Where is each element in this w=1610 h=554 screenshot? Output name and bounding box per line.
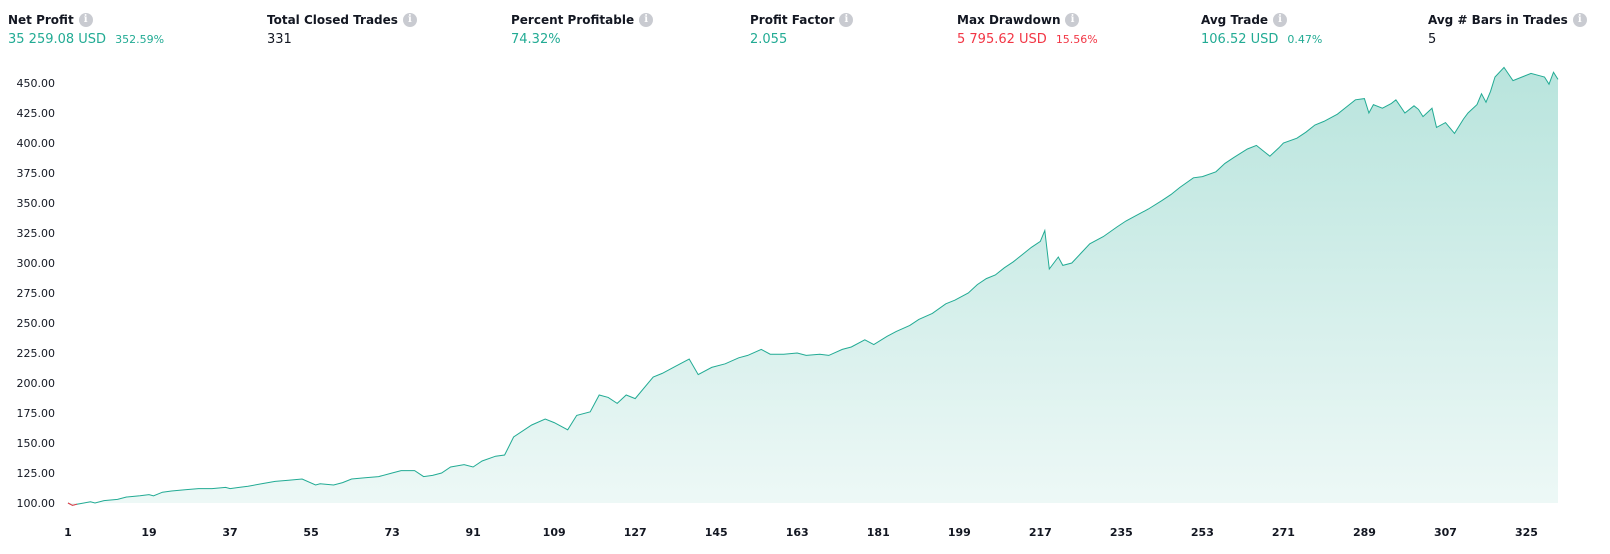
y-axis: 100.00 125.00 150.00 175.00 200.00 225.00 250.… bbox=[17, 77, 56, 510]
info-icon[interactable]: i bbox=[1273, 13, 1288, 27]
stat-value: 2.055 bbox=[750, 32, 788, 47]
y-tick-label: 225.00 bbox=[17, 347, 56, 360]
y-tick-label: 100.00 bbox=[17, 497, 56, 510]
equity-negative-segment bbox=[67, 502, 78, 506]
stat-label: Profit Factor bbox=[750, 13, 835, 27]
stat-percent: 0.47% bbox=[1287, 33, 1323, 46]
info-icon[interactable]: i bbox=[402, 13, 417, 27]
x-tick-label: 253 bbox=[1191, 526, 1214, 539]
y-tick-label: 450.00 bbox=[17, 77, 56, 90]
stats-bar: Net Profit i 35 259.08 USD 352.59% Total C… bbox=[0, 0, 1610, 60]
info-icon[interactable]: i bbox=[639, 13, 654, 27]
y-tick-label: 375.00 bbox=[17, 167, 56, 180]
stat-value: 74.32% bbox=[511, 32, 561, 47]
x-tick-label: 109 bbox=[543, 526, 566, 539]
y-tick-label: 325.00 bbox=[17, 227, 56, 240]
y-tick-label: 150.00 bbox=[17, 437, 56, 450]
y-tick-label: 400.00 bbox=[17, 137, 56, 150]
x-tick-label: 163 bbox=[786, 526, 809, 539]
x-tick-label: 181 bbox=[867, 526, 890, 539]
x-tick-label: 307 bbox=[1434, 526, 1457, 539]
stat-value: 5 bbox=[1428, 32, 1437, 47]
equity-line bbox=[67, 66, 1559, 506]
x-tick-label: 271 bbox=[1272, 526, 1295, 539]
x-tick-label: 73 bbox=[384, 526, 399, 539]
x-tick-label: 91 bbox=[465, 526, 480, 539]
x-tick-label: 55 bbox=[303, 526, 318, 539]
x-tick-label: 289 bbox=[1353, 526, 1376, 539]
x-tick-label: 325 bbox=[1515, 526, 1538, 539]
stat-percent: 15.56% bbox=[1055, 33, 1098, 46]
y-tick-label: 125.00 bbox=[17, 467, 56, 480]
x-tick-label: 37 bbox=[222, 526, 237, 539]
stat-percent-profitable: Percent Profitable i 74.32% bbox=[511, 12, 654, 50]
x-axis: 1 19 37 55 73 91 109 127 145 163 181 199 217 235 253 27… bbox=[64, 526, 1538, 539]
info-icon[interactable]: i bbox=[78, 13, 93, 27]
stat-total-closed-trades: Total Closed Trades i 331 bbox=[267, 12, 417, 50]
stat-label: Avg Trade bbox=[1201, 13, 1269, 27]
stat-avg-trade: Avg Trade i 106.52 USD 0.47% bbox=[1201, 12, 1322, 50]
y-tick-label: 275.00 bbox=[17, 287, 56, 300]
y-tick-label: 175.00 bbox=[17, 407, 56, 420]
y-tick-label: 200.00 bbox=[17, 377, 56, 390]
stat-avg-bars-in-trades: Avg # Bars in Trades i 5 bbox=[1428, 12, 1587, 50]
equity-area bbox=[68, 67, 1558, 506]
stat-label: Total Closed Trades bbox=[267, 13, 398, 27]
x-tick-label: 217 bbox=[1029, 526, 1052, 539]
stat-value: 106.52 USD bbox=[1201, 32, 1279, 47]
stat-value: 5 795.62 USD bbox=[957, 32, 1047, 47]
info-icon[interactable]: i bbox=[1065, 13, 1080, 27]
x-tick-label: 199 bbox=[948, 526, 971, 539]
y-tick-label: 350.00 bbox=[17, 197, 56, 210]
info-icon[interactable]: i bbox=[839, 13, 854, 27]
y-tick-label: 425.00 bbox=[17, 107, 56, 120]
y-tick-label: 250.00 bbox=[17, 317, 56, 330]
stat-label: Max Drawdown bbox=[957, 13, 1061, 27]
stat-net-profit: Net Profit i 35 259.08 USD 352.59% bbox=[8, 12, 164, 50]
x-tick-label: 19 bbox=[141, 526, 156, 539]
y-tick-label: 300.00 bbox=[17, 257, 56, 270]
stat-label: Avg # Bars in Trades bbox=[1428, 13, 1568, 27]
x-tick-label: 127 bbox=[624, 526, 647, 539]
stat-max-drawdown: Max Drawdown i 5 795.62 USD 15.56% bbox=[957, 12, 1098, 50]
x-tick-label: 145 bbox=[705, 526, 728, 539]
x-tick-label: 1 bbox=[64, 526, 72, 539]
info-icon[interactable]: i bbox=[1572, 13, 1587, 27]
stat-label: Net Profit bbox=[8, 13, 74, 27]
stat-percent: 352.59% bbox=[115, 33, 165, 46]
stat-value: 35 259.08 USD bbox=[8, 32, 107, 47]
stat-label: Percent Profitable bbox=[511, 13, 635, 27]
x-tick-label: 235 bbox=[1110, 526, 1133, 539]
stat-value: 331 bbox=[267, 32, 292, 47]
stat-profit-factor: Profit Factor i 2.055 bbox=[750, 12, 854, 50]
equity-chart[interactable]: 100.00 125.00 150.00 175.00 200.00 225.00 250.… bbox=[0, 60, 1610, 554]
